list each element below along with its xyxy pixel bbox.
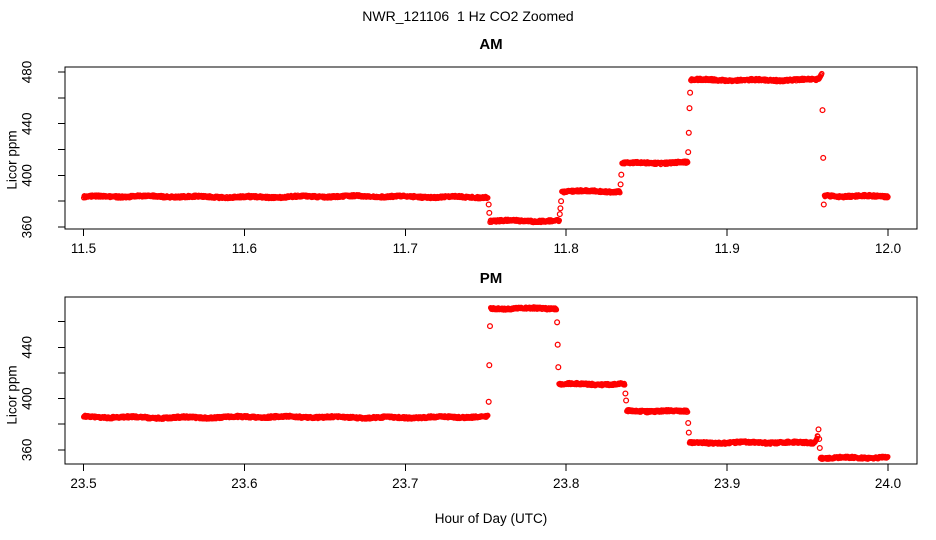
plot-border bbox=[64, 296, 918, 465]
panel-pm-tick-labels: 23.5 23.6 23.7 23.8 23.9 24.0 360 400 440 bbox=[20, 336, 902, 491]
x-tick-label: 11.8 bbox=[554, 241, 579, 256]
x-tick-label: 11.5 bbox=[71, 241, 96, 256]
panel-am-scatter-points bbox=[80, 70, 891, 226]
x-tick-label: 23.5 bbox=[70, 476, 96, 491]
x-tick-label: 23.8 bbox=[553, 476, 579, 491]
x-tick-label: 11.7 bbox=[393, 241, 418, 256]
panel-am-axes bbox=[58, 66, 918, 236]
panel-am-tick-labels: 11.5 11.6 11.7 11.8 11.9 12.0 360 400 440 480 bbox=[20, 61, 902, 256]
y-tick-label: 480 bbox=[20, 61, 35, 84]
x-tick-label: 11.6 bbox=[232, 241, 257, 256]
panel-pm-transition-points bbox=[485, 319, 823, 452]
panel-title-am: AM bbox=[479, 36, 503, 53]
y-tick-label: 360 bbox=[20, 216, 35, 239]
panel-am-transition-points bbox=[485, 89, 827, 218]
x-tick-label: 23.9 bbox=[714, 476, 740, 491]
plot-border bbox=[64, 66, 918, 230]
x-tick-label: 12.0 bbox=[875, 241, 901, 256]
x-axis-label: Hour of Day (UTC) bbox=[434, 511, 548, 526]
panel-title-pm: PM bbox=[479, 270, 503, 287]
panel-pm-scatter-points bbox=[80, 304, 891, 462]
y-tick-label: 400 bbox=[20, 387, 35, 410]
x-tick-label: 23.6 bbox=[231, 476, 257, 491]
figure-title: NWR_121106 1 Hz CO2 Zoomed bbox=[362, 8, 574, 24]
x-tick-label: 24.0 bbox=[875, 476, 901, 491]
x-tick-label: 23.7 bbox=[392, 476, 418, 491]
y-tick-label: 440 bbox=[20, 336, 35, 359]
panel-pm-axes bbox=[58, 296, 918, 471]
y-tick-label: 440 bbox=[20, 112, 35, 135]
y-tick-label: 400 bbox=[20, 164, 35, 187]
y-tick-label: 360 bbox=[20, 439, 35, 462]
x-tick-label: 11.9 bbox=[714, 241, 739, 256]
